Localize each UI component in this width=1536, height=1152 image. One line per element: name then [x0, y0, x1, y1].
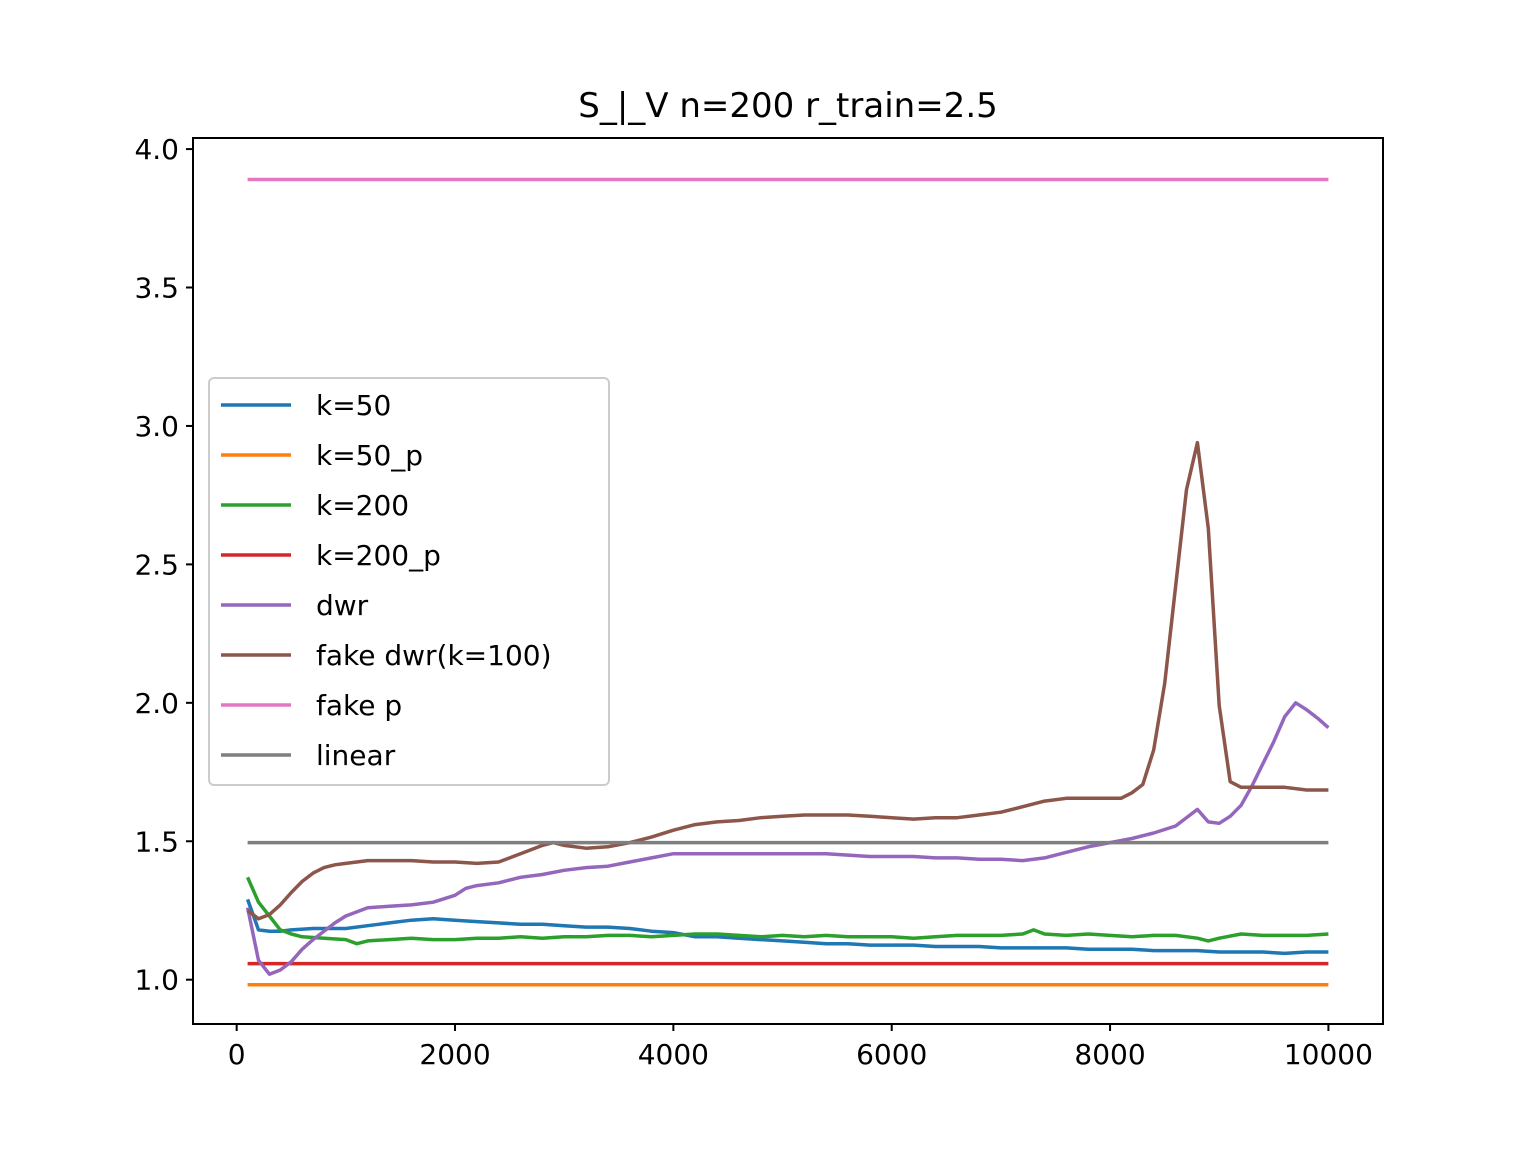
chart-title: S_|_V n=200 r_train=2.5 [578, 86, 998, 126]
y-tick-label: 4.0 [134, 133, 179, 166]
x-tick-label: 4000 [638, 1038, 709, 1071]
y-tick-label: 1.0 [134, 964, 179, 997]
series-line-5 [246, 440, 1329, 921]
series-line-0 [245, 898, 1329, 956]
x-tick-label: 0 [228, 1038, 246, 1071]
legend-label: linear [316, 739, 396, 772]
y-tick-label: 1.5 [134, 825, 179, 858]
x-tick-label: 2000 [419, 1038, 490, 1071]
y-tick-label: 3.0 [134, 410, 179, 443]
series-line-2 [245, 876, 1329, 946]
y-axis: 1.0 1.5 2.0 2.5 3.0 3.5 4.0 [134, 133, 193, 997]
legend-label: k=200_p [316, 539, 441, 572]
x-tick-label: 8000 [1074, 1038, 1145, 1071]
x-tick-label: 6000 [856, 1038, 927, 1071]
legend-label: k=50_p [316, 439, 423, 472]
legend-label: k=50 [316, 389, 391, 422]
series-line-4 [245, 701, 1330, 976]
legend-label: fake dwr(k=100) [316, 639, 552, 672]
x-axis: 0 2000 4000 6000 8000 10000 [228, 1024, 1373, 1071]
y-tick-label: 2.0 [134, 687, 179, 720]
legend-box [208, 377, 610, 786]
y-tick-label: 2.5 [134, 548, 179, 581]
x-tick-label: 10000 [1284, 1038, 1373, 1071]
legend-label: k=200 [316, 489, 409, 522]
y-tick-label: 3.5 [134, 272, 179, 305]
legend-label: fake p [316, 689, 402, 722]
plot-frame [192, 137, 1384, 1025]
series-lines [245, 177, 1330, 987]
legend-label: dwr [316, 589, 369, 622]
